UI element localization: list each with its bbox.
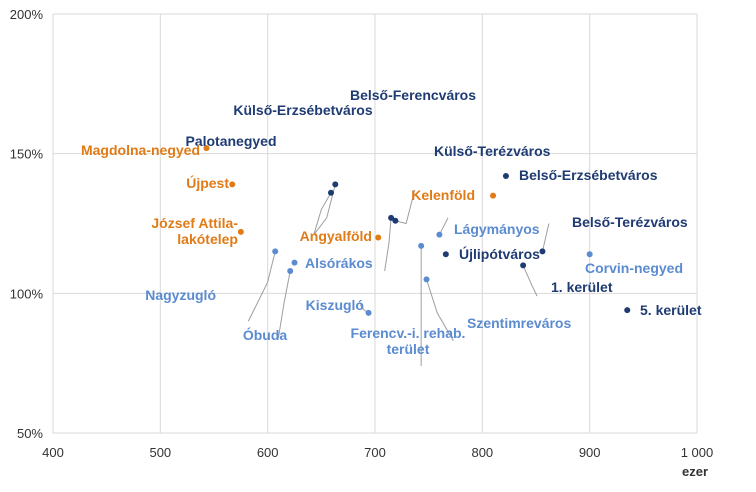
y-axis-ticks: 50% 100% 150% 200% [10,7,44,441]
scatter-point [586,251,593,258]
data-label: Nagyzugló [145,287,216,303]
scatter-point [332,181,339,188]
leader-line [395,189,416,225]
scatter-point [442,251,449,258]
data-label: Belső-Erzsébetváros [519,167,658,183]
leader-line [313,184,336,235]
scatter-point [436,231,443,238]
data-label: Palotanegyed [185,133,276,149]
scatter-point [287,267,294,274]
scatter-point [272,248,279,255]
data-label: Corvin-negyed [585,260,683,276]
scatter-point [291,259,298,266]
data-label: Újpest [186,174,229,191]
data-label: Belső-Terézváros [572,214,688,230]
scatter-point [237,228,244,235]
data-label: Lágymányos [454,221,540,237]
data-label: Kelenföld [411,187,475,203]
leader-lines [247,184,550,366]
scatter-point [365,309,372,316]
data-label: 1. kerület [551,279,613,295]
scatter-point [520,262,527,269]
data-label: Belső-Ferencváros [350,87,476,103]
leader-line [522,265,538,297]
data-label: Angyalföld [300,228,372,244]
leader-line [426,279,454,342]
leader-line [438,217,449,235]
x-tick-label: 600 [257,445,279,460]
x-axis-unit: ezer [682,464,708,479]
scatter-point [502,173,509,180]
x-axis-ticks: 400 500 600 700 800 900 1 000 [42,445,713,460]
data-label: Szentimreváros [467,315,571,331]
data-points [203,145,631,316]
y-tick-label: 200% [10,7,44,22]
scatter-point [490,192,497,199]
data-label: Magdolna-negyed [81,142,200,158]
data-label: Külső-Terézváros [434,143,551,159]
x-tick-label: 400 [42,445,64,460]
data-label: 5. kerület [640,302,702,318]
scatter-point [418,242,425,249]
leader-line [384,217,392,272]
scatter-point [327,189,334,196]
data-label: Óbuda [243,326,288,343]
scatter-point [203,145,210,152]
scatter-point [392,217,399,224]
data-label: Kiszugló [306,297,364,313]
scatter-point [229,181,236,188]
scatter-point [375,234,382,241]
x-tick-label: 1 000 [681,445,714,460]
x-tick-label: 700 [364,445,386,460]
data-label: József Attila-lakótelep [151,215,238,247]
gridlines [52,13,698,434]
data-label: Újlipótváros [459,245,540,262]
y-tick-label: 150% [10,147,44,162]
scatter-point [539,248,546,255]
y-tick-label: 100% [10,286,44,301]
x-tick-label: 800 [471,445,493,460]
scatter-point [624,307,631,314]
data-label: Külső-Erzsébetváros [233,102,372,118]
x-tick-label: 500 [149,445,171,460]
leader-line [277,270,291,339]
y-tick-label: 50% [17,426,43,441]
scatter-point [423,276,430,283]
data-label: Ferencv.-i. rehab. terület [351,325,466,357]
data-label: Alsórákos [305,255,373,271]
leader-line [313,192,332,235]
scatter-point [388,214,395,221]
leader-line [247,251,276,322]
x-tick-label: 900 [579,445,601,460]
leader-line [541,223,550,252]
